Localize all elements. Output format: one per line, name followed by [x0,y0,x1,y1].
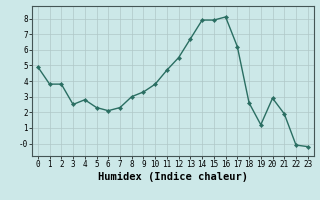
X-axis label: Humidex (Indice chaleur): Humidex (Indice chaleur) [98,172,248,182]
